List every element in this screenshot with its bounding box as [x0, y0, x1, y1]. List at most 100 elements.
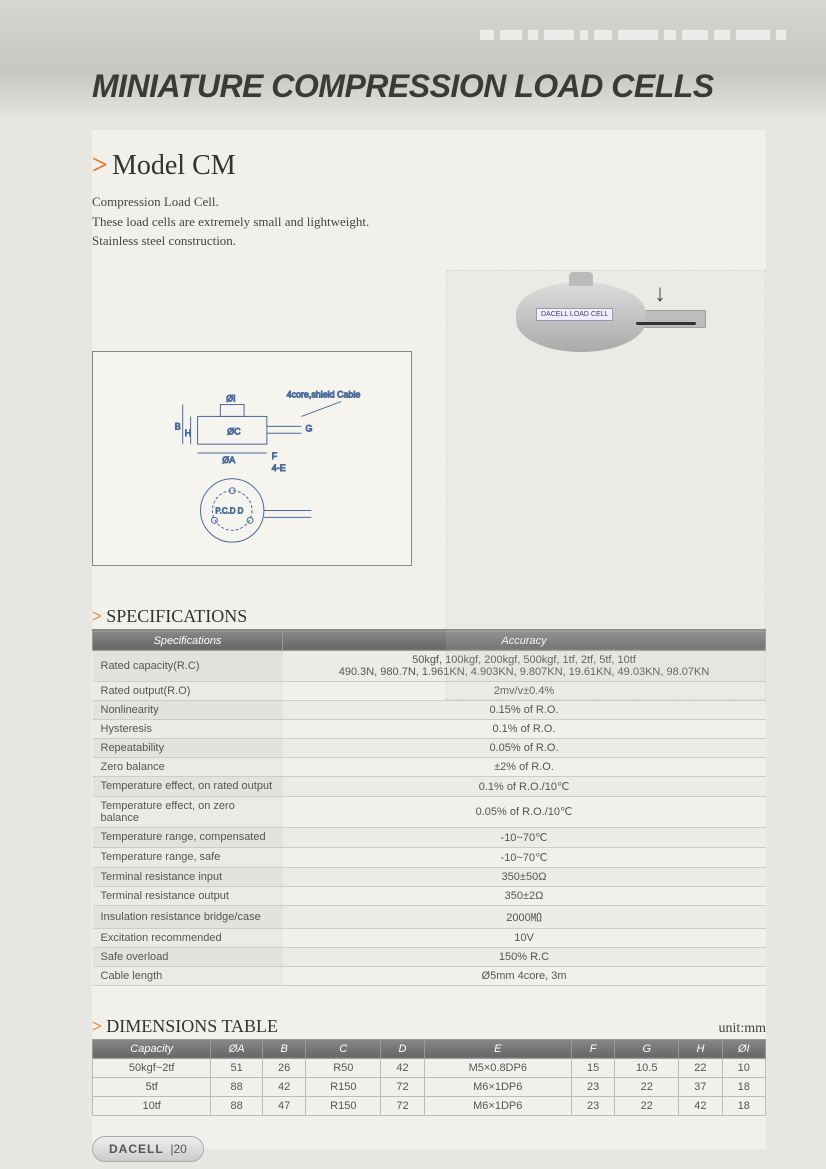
dim-cell: 26	[262, 1058, 305, 1077]
spec-label: Cable length	[93, 966, 283, 985]
svg-text:ØI: ØI	[226, 393, 235, 403]
spec-title-text: SPECIFICATIONS	[106, 606, 247, 626]
dim-cell: 10.5	[615, 1058, 679, 1077]
spec-value: ±2% of R.O.	[283, 757, 766, 776]
desc-line: These load cells are extremely small and…	[92, 212, 766, 232]
spec-value: 0.05% of R.O./10℃	[283, 796, 766, 827]
spec-label: Temperature effect, on zero balance	[93, 796, 283, 827]
dim-cell: R150	[306, 1096, 381, 1115]
dim-cell: 22	[679, 1058, 722, 1077]
svg-text:F: F	[272, 450, 278, 460]
table-row: Safe overload150% R.C	[93, 947, 766, 966]
dim-header: ØI	[722, 1039, 765, 1058]
spec-value: 0.1% of R.O./10℃	[283, 776, 766, 796]
table-row: Zero balance±2% of R.O.	[93, 757, 766, 776]
dim-cell: 88	[211, 1096, 263, 1115]
dim-cell: 23	[571, 1077, 614, 1096]
footer-brand: DACELL	[109, 1142, 164, 1156]
table-row: Terminal resistance input350±50Ω	[93, 867, 766, 886]
spec-label: Terminal resistance input	[93, 867, 283, 886]
dim-header: C	[306, 1039, 381, 1058]
dim-cell: 47	[262, 1096, 305, 1115]
dim-cell: 42	[262, 1077, 305, 1096]
dim-cell: R150	[306, 1077, 381, 1096]
spec-value: 10V	[283, 928, 766, 947]
product-photo: DACELL LOAD CELL	[516, 270, 686, 360]
dim-cell: 72	[381, 1096, 424, 1115]
model-description: Compression Load Cell. These load cells …	[92, 192, 766, 251]
dim-cell: 18	[722, 1077, 765, 1096]
content-area: >Model CM Compression Load Cell. These l…	[92, 130, 766, 1149]
spec-value: Ø5mm 4core, 3m	[283, 966, 766, 985]
chevron-icon: >	[92, 1016, 102, 1036]
table-row: Terminal resistance output350±2Ω	[93, 886, 766, 905]
dim-cell: R50	[306, 1058, 381, 1077]
spec-label: Hysteresis	[93, 719, 283, 738]
table-row: Temperature range, compensated-10~70℃	[93, 827, 766, 847]
header-decoration	[286, 30, 786, 70]
dim-header: Capacity	[93, 1039, 211, 1058]
table-row: Cable lengthØ5mm 4core, 3m	[93, 966, 766, 985]
dim-header: D	[381, 1039, 424, 1058]
spec-value: 350±2Ω	[283, 886, 766, 905]
page-title: MINIATURE COMPRESSION LOAD CELLS	[92, 68, 714, 105]
svg-text:4-E: 4-E	[272, 462, 286, 472]
spec-label: Nonlinearity	[93, 700, 283, 719]
dim-cell: 5tf	[93, 1077, 211, 1096]
dim-cell: 22	[615, 1096, 679, 1115]
table-row: Rated capacity(R.C)50kgf, 100kgf, 200kgf…	[93, 650, 766, 681]
model-header: >Model CM	[92, 150, 766, 182]
table-row: Temperature effect, on zero balance0.05%…	[93, 796, 766, 827]
desc-line: Compression Load Cell.	[92, 192, 766, 212]
spec-label: Temperature range, compensated	[93, 827, 283, 847]
cable-label: 4core,shield Cable	[287, 389, 361, 399]
dim-header: B	[262, 1039, 305, 1058]
model-name: Model CM	[112, 150, 236, 181]
technical-diagram: B H ØI ØC ØA F 4-E G 4core,shield Cable	[92, 351, 412, 566]
svg-text:P.C.D D: P.C.D D	[215, 506, 243, 515]
spec-label: Temperature range, safe	[93, 847, 283, 867]
spec-value: 2000㏁	[283, 905, 766, 928]
dim-header: ØA	[211, 1039, 263, 1058]
dim-cell: 42	[381, 1058, 424, 1077]
table-row: Nonlinearity0.15% of R.O.	[93, 700, 766, 719]
dim-unit: unit:mm	[719, 1021, 766, 1037]
product-photo-label: DACELL LOAD CELL	[536, 308, 613, 321]
table-row: 50kgf~2tf5126R5042M5×0.8DP61510.52210	[93, 1058, 766, 1077]
table-row: 5tf8842R15072M6×1DP623223718	[93, 1077, 766, 1096]
table-row: Temperature range, safe-10~70℃	[93, 847, 766, 867]
dim-cell: 10tf	[93, 1096, 211, 1115]
spec-label: Rated output(R.O)	[93, 681, 283, 700]
spec-value: 350±50Ω	[283, 867, 766, 886]
dim-cell: 51	[211, 1058, 263, 1077]
spec-value: 150% R.C	[283, 947, 766, 966]
table-row: Excitation recommended10V	[93, 928, 766, 947]
spec-value: 50kgf, 100kgf, 200kgf, 500kgf, 1tf, 2tf,…	[283, 650, 766, 681]
spec-label: Temperature effect, on rated output	[93, 776, 283, 796]
spec-value: 2mv/v±0.4%	[283, 681, 766, 700]
table-row: Repeatability0.05% of R.O.	[93, 738, 766, 757]
dim-header: H	[679, 1039, 722, 1058]
dim-cell: 18	[722, 1096, 765, 1115]
spec-label: Insulation resistance bridge/case	[93, 905, 283, 928]
svg-text:B: B	[175, 421, 181, 431]
svg-text:ØC: ØC	[227, 426, 241, 436]
dim-cell: M5×0.8DP6	[424, 1058, 571, 1077]
dim-cell: 37	[679, 1077, 722, 1096]
dim-cell: 72	[381, 1077, 424, 1096]
dim-cell: 42	[679, 1096, 722, 1115]
spec-value: -10~70℃	[283, 827, 766, 847]
dim-cell: M6×1DP6	[424, 1077, 571, 1096]
table-row: Hysteresis0.1% of R.O.	[93, 719, 766, 738]
dim-header: E	[424, 1039, 571, 1058]
spec-value: 0.05% of R.O.	[283, 738, 766, 757]
dim-cell: 50kgf~2tf	[93, 1058, 211, 1077]
dim-header: F	[571, 1039, 614, 1058]
table-row: Rated output(R.O)2mv/v±0.4%	[93, 681, 766, 700]
spec-label: Terminal resistance output	[93, 886, 283, 905]
dim-section-title: >DIMENSIONS TABLE	[92, 1016, 278, 1039]
table-row: Temperature effect, on rated output0.1% …	[93, 776, 766, 796]
svg-text:H: H	[185, 428, 191, 438]
dimensions-table: CapacityØABCDEFGHØI 50kgf~2tf5126R5042M5…	[92, 1039, 766, 1116]
table-row: 10tf8847R15072M6×1DP623224218	[93, 1096, 766, 1115]
